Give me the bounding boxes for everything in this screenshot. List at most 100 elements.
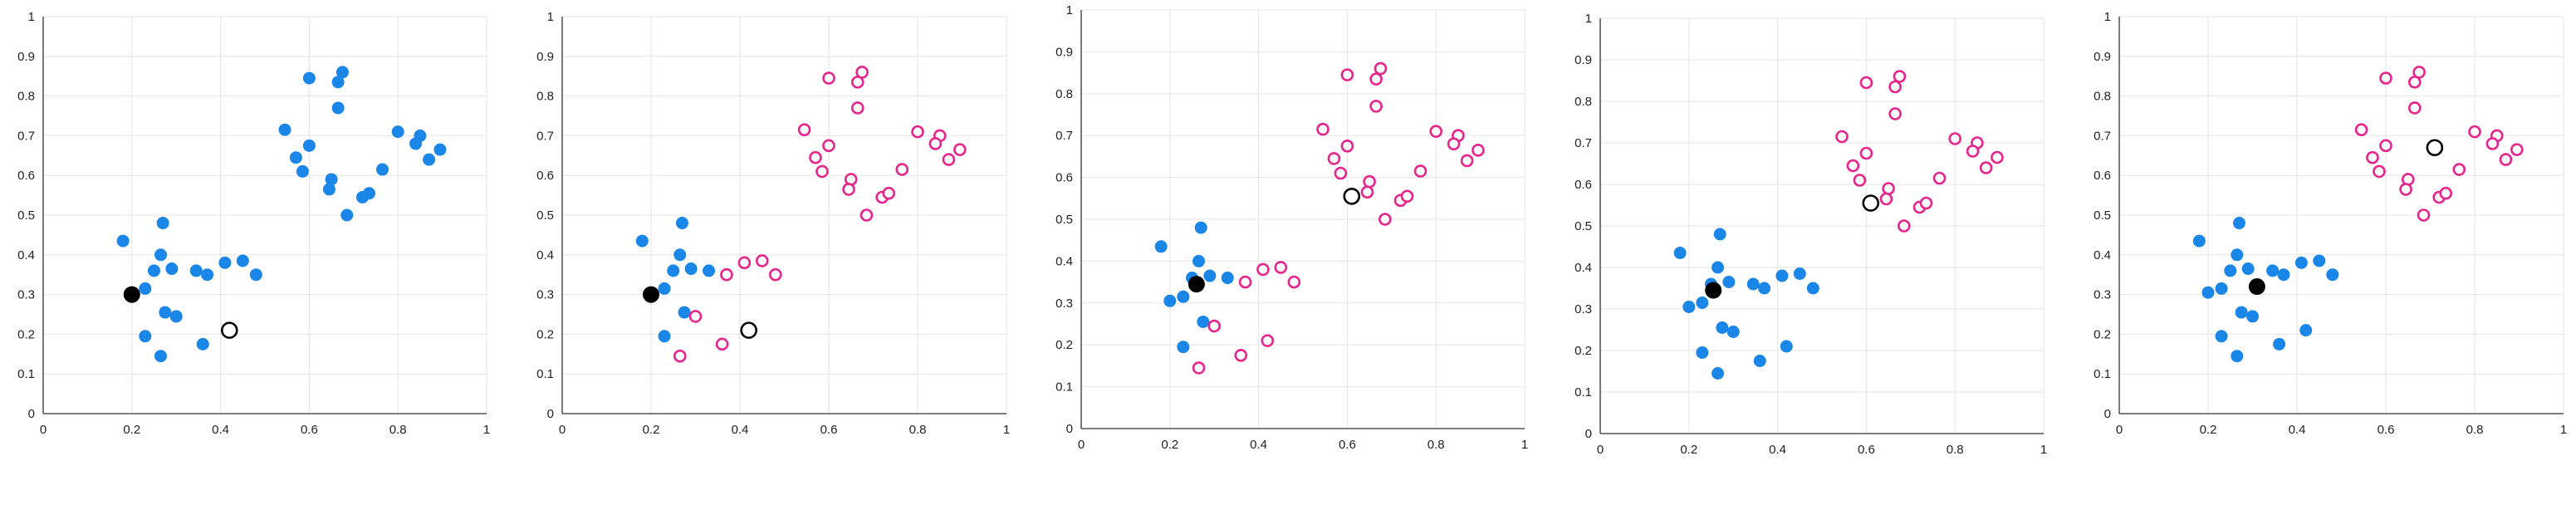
data-point-filled [1793,267,1806,280]
scatter-plot-svg: 0 0.1 0.2 0.3 0.4 0.5 0.6 0.7 0.8 0.9 1 0 0.2 0.4 0.6 0… [2094,10,2567,437]
y-tick-label: 1 [1585,12,1592,26]
data-point-open [1369,72,1383,86]
x-tick-label: 1 [2040,443,2047,457]
series-centroid-open [1862,194,1880,212]
x-tick-label: 0 [40,423,47,437]
data-point-filled [635,234,649,248]
y-tick-label: 0.3 [1055,297,1073,311]
x-tick-label: 0.8 [2466,423,2484,437]
data-point-filled [1696,346,1709,359]
y-tick-label: 0.9 [1574,53,1592,67]
data-point-open [1879,192,1893,206]
series-centroid-open [2426,139,2444,157]
data-point-open [911,125,924,139]
scatter-panel-1: 0 0.1 0.2 0.3 0.4 0.5 0.6 0.7 0.8 0.9 1 0 0.2 0.4 0.6 0… [0,0,507,490]
data-point-open [850,101,864,115]
data-point-open [1207,319,1221,333]
y-tick-label: 0.3 [17,288,35,302]
data-point-filled [658,282,671,295]
y-tick-label: 0.3 [2094,288,2111,302]
x-tick-label: 1 [1521,438,1528,452]
data-point-open [755,254,769,267]
data-point-open [850,76,864,89]
data-point-open [1340,140,1354,153]
y-tick-label: 0 [28,407,35,421]
y-tick-label: 0.5 [1574,219,1592,233]
data-point-open [1274,261,1288,274]
data-point-open [928,137,943,150]
y-tick-label: 1 [547,10,554,24]
y-tick-label: 0.1 [1574,385,1592,400]
series-centroid-filled [1188,276,1205,293]
series-filled [116,66,447,363]
data-point-filled [2246,310,2259,323]
data-point-filled [296,164,309,178]
y-tick-label: 0 [1585,427,1592,441]
data-point-open [859,208,874,222]
data-point-open [1413,164,1428,178]
data-point-filled [154,350,168,363]
data-point-filled [2231,248,2244,262]
data-point-filled [1722,276,1736,288]
data-point-filled [433,143,447,156]
x-tick-label: 0.2 [2200,423,2217,437]
data-point-open [797,123,811,137]
y-tick-label: 0.3 [536,288,554,302]
data-point-open [1853,174,1867,187]
y-tick-label: 1 [28,10,35,24]
centroid-marker-open [220,321,238,339]
x-tick-label: 0.4 [1250,438,1267,452]
y-tick-label: 0.8 [1055,87,1073,101]
y-tick-label: 0.1 [536,367,554,381]
data-point-open [1374,61,1388,76]
data-point-filled [1203,269,1217,282]
y-tick-label: 0.6 [1574,178,1592,192]
data-point-filled [1194,221,1207,234]
data-point-open [2499,153,2513,166]
data-point-filled [139,282,152,295]
y-tick-label: 0.4 [1055,254,1073,268]
y-tick-label: 0.7 [17,129,35,143]
y-tick-label: 0.2 [1055,338,1073,352]
y-tick-label: 0.9 [1055,45,1073,59]
centroid-marker-open [2426,139,2444,157]
data-point-open [2417,208,2431,222]
data-point-filled [154,248,168,262]
data-point-filled [2201,286,2215,299]
x-tick-label: 0.2 [123,423,140,437]
data-point-filled [331,101,345,115]
x-tick-label: 0.8 [1947,443,1964,457]
data-point-filled [1758,282,1771,295]
data-point-filled [675,217,688,230]
data-point-open [1287,275,1301,289]
data-point-filled [331,76,345,89]
data-point-filled [1712,367,1725,380]
y-tick-label: 0.1 [2094,367,2111,381]
data-point-filled [658,330,671,343]
data-point-open [2366,150,2379,164]
grid [561,16,1007,414]
series-centroid-filled [1705,282,1722,299]
data-point-filled [376,163,389,176]
x-tick-label: 0.6 [2378,423,2395,437]
data-point-open [2379,139,2392,153]
data-point-open [1888,107,1902,120]
data-point-filled [1673,247,1687,259]
data-point-filled [2235,306,2248,319]
scatter-plot-svg: 0 0.1 0.2 0.3 0.4 0.5 0.6 0.7 0.8 0.9 1 0 0.2 0.4 0.6 0… [1055,3,1528,452]
y-tick-label: 0.5 [536,208,554,223]
y-tick-label: 0 [1066,422,1073,436]
series-open [2354,66,2524,222]
series-filled [2192,217,2339,363]
data-point-open [1919,196,1933,210]
data-point-open [842,183,855,196]
y-tick-label: 0.2 [17,327,35,341]
y-tick-label: 0 [547,407,554,421]
scatter-panel-4: 0 0.1 0.2 0.3 0.4 0.5 0.6 0.7 0.8 0.9 1 0 0.2 0.4 0.6 0… [1557,0,2064,490]
data-point-open [822,71,835,85]
data-point-open [715,337,729,351]
y-tick-label: 0.1 [1055,380,1073,395]
data-point-open [2510,143,2524,156]
series-open [673,66,967,363]
data-point-open [1897,219,1911,233]
